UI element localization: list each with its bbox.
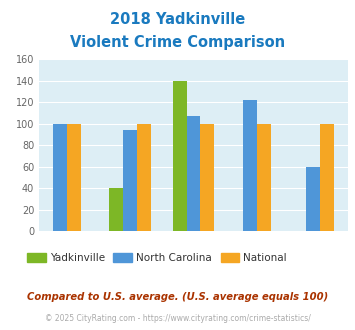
Bar (257, 124, 271, 231)
Bar (186, 116, 201, 231)
Bar (67, 124, 81, 231)
Bar (109, 188, 123, 231)
Bar (243, 100, 257, 231)
Legend: Yadkinville, North Carolina, National: Yadkinville, North Carolina, National (23, 248, 291, 267)
Text: © 2025 CityRating.com - https://www.cityrating.com/crime-statistics/: © 2025 CityRating.com - https://www.city… (45, 314, 310, 323)
Bar (201, 124, 214, 231)
Text: 2018 Yadkinville: 2018 Yadkinville (110, 12, 245, 26)
Bar (320, 124, 334, 231)
Bar (306, 167, 320, 231)
Bar (173, 81, 186, 231)
Text: Compared to U.S. average. (U.S. average equals 100): Compared to U.S. average. (U.S. average … (27, 292, 328, 302)
Text: Violent Crime Comparison: Violent Crime Comparison (70, 35, 285, 50)
Bar (137, 124, 151, 231)
Bar (123, 130, 137, 231)
Bar (53, 124, 67, 231)
